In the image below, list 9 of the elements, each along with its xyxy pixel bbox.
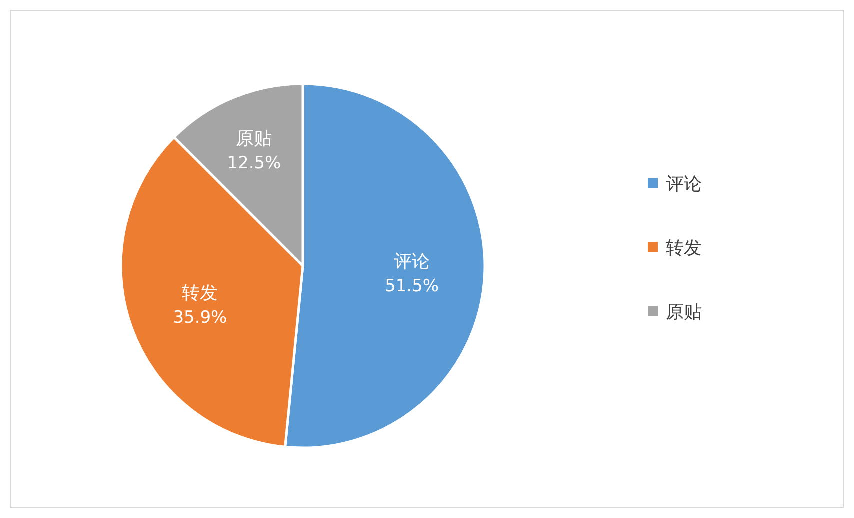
slice-label: 原贴: [236, 128, 272, 150]
slice-label: 评论: [394, 251, 430, 272]
legend-label: 评论: [666, 174, 702, 195]
slice-label: 转发: [182, 282, 218, 304]
data-label: 51.5%: [385, 276, 440, 296]
data-label: 35.9%: [173, 308, 228, 328]
legend-label: 原贴: [666, 302, 702, 323]
data-label: 12.5%: [227, 153, 282, 174]
legend-label: 转发: [666, 238, 702, 259]
